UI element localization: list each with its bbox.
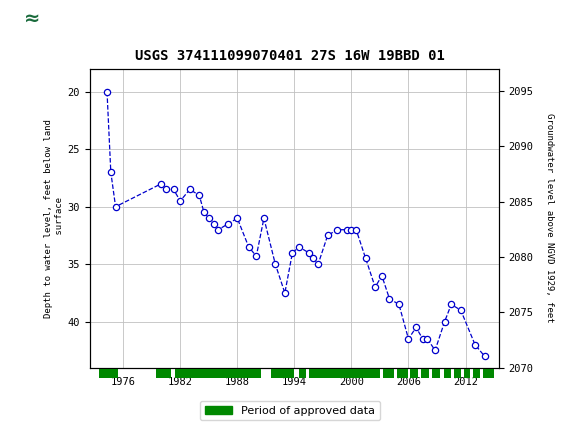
Bar	[6, 4, 55, 35]
Legend: Period of approved data: Period of approved data	[200, 401, 380, 420]
Y-axis label: Groundwater level above NGVD 1929, feet: Groundwater level above NGVD 1929, feet	[545, 114, 554, 323]
Text: ≈: ≈	[24, 9, 40, 28]
Y-axis label: Depth to water level, feet below land
 surface: Depth to water level, feet below land su…	[44, 119, 64, 318]
Text: USGS 374111099070401 27S 16W 19BBD 01: USGS 374111099070401 27S 16W 19BBD 01	[135, 49, 445, 63]
Text: USGS: USGS	[93, 10, 148, 28]
